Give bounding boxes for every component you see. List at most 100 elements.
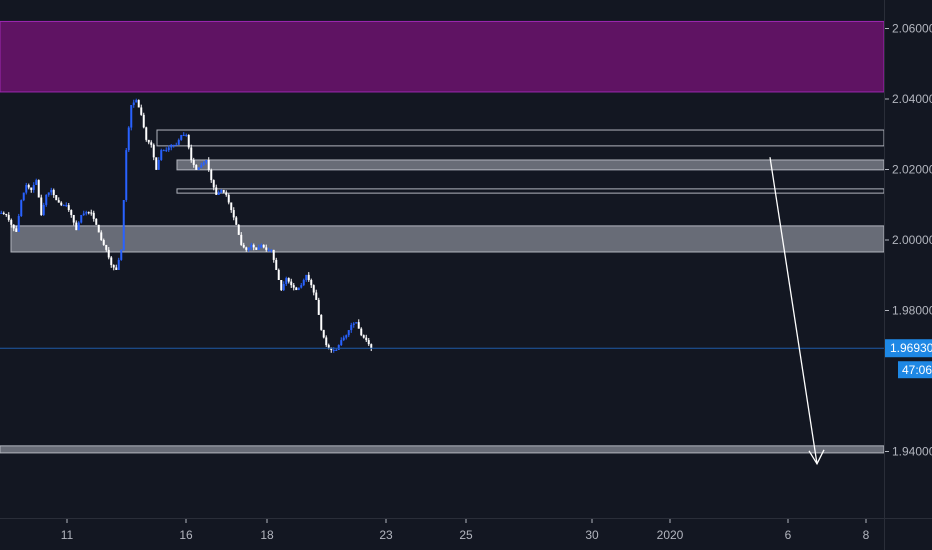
candle-body	[135, 100, 138, 103]
candle-body	[82, 213, 85, 215]
candle-body	[145, 127, 148, 140]
zone-filled	[0, 445, 885, 454]
candle-body	[327, 345, 330, 348]
candle-body	[92, 212, 95, 219]
candle-body	[42, 204, 45, 215]
countdown-text: 47:06	[902, 363, 932, 377]
candle-body	[120, 249, 123, 260]
candle-body	[177, 139, 180, 145]
candle-body	[280, 280, 283, 291]
y-tick-label: 1.98000	[892, 304, 932, 318]
candle-body	[157, 159, 160, 170]
zone-outline-thin	[176, 188, 885, 194]
candle-body	[122, 199, 125, 250]
candle-body	[310, 280, 313, 286]
candle-body	[185, 134, 188, 136]
candle-body	[307, 274, 310, 281]
candle-body	[40, 197, 43, 215]
candle-body	[165, 150, 168, 152]
candle-body	[195, 164, 198, 170]
arrow-head-icon	[808, 449, 825, 466]
candle-body	[347, 330, 350, 336]
candle-body	[147, 139, 150, 143]
candle-body	[140, 107, 143, 115]
candle-body	[237, 224, 240, 235]
candle-body	[130, 104, 133, 128]
projection-arrow[interactable]	[769, 157, 825, 466]
candle-body	[65, 205, 68, 207]
candle-body	[162, 150, 165, 152]
y-tick-label: 2.02000	[892, 163, 932, 177]
candle-body	[150, 142, 153, 145]
candle-body	[350, 324, 353, 331]
x-tick-label: 25	[459, 528, 473, 542]
candle-body	[117, 259, 120, 270]
candle-body	[197, 167, 200, 170]
x-tick-label: 16	[179, 528, 193, 542]
candle-body	[360, 328, 363, 336]
candle-body	[72, 214, 75, 223]
candle-body	[55, 195, 58, 201]
y-tick-label: 2.00000	[892, 233, 932, 247]
candle-body	[320, 314, 323, 330]
candle-body	[52, 189, 55, 196]
zone-filled	[176, 159, 885, 171]
candle-body	[312, 285, 315, 293]
candle-body	[30, 187, 33, 190]
candle-body	[357, 322, 360, 329]
candle-body	[60, 202, 63, 206]
candle-body	[62, 205, 65, 207]
last-price-text: 1.96930	[890, 341, 932, 355]
candle-body	[242, 244, 245, 248]
x-tick-label: 2020	[657, 528, 684, 542]
candle-body	[7, 214, 10, 220]
candle-body	[232, 210, 235, 218]
candle-body	[365, 337, 368, 341]
zones-layer	[0, 20, 885, 454]
candle-body	[5, 213, 8, 215]
candle-body	[340, 340, 343, 346]
candle-body	[20, 200, 23, 217]
candle-body	[257, 247, 260, 250]
candle-body	[200, 164, 203, 168]
candle-body	[282, 284, 285, 291]
candle-body	[137, 100, 140, 108]
candle-body	[362, 335, 365, 338]
candle-body	[172, 144, 175, 146]
candle-body	[57, 200, 60, 203]
x-tick-label: 11	[61, 528, 74, 542]
candle-body	[287, 278, 290, 282]
candle-body	[285, 278, 288, 285]
candle-body	[102, 240, 105, 245]
candle-body	[292, 285, 295, 288]
candle-body	[87, 212, 90, 214]
candle-body	[267, 249, 270, 251]
candle-body	[190, 147, 193, 160]
candle-body	[15, 228, 18, 232]
candle-body	[142, 114, 145, 128]
candle-body	[342, 337, 345, 341]
candle-body	[255, 247, 258, 250]
y-axis[interactable]: 2.06000 2.04000 2.02000 2.00000 1.98000 1.940…	[885, 22, 932, 459]
candle-body	[355, 322, 358, 324]
candle-body	[192, 159, 195, 165]
last-price-label: 1.96930 47:06	[885, 339, 932, 379]
x-axis[interactable]: 11 16 18 23 25 30 2020 6 8	[61, 519, 870, 542]
candle-body	[370, 344, 373, 349]
candle-body	[220, 189, 223, 193]
candle-body	[115, 267, 118, 270]
candle-body	[272, 249, 275, 260]
zone-supply	[0, 20, 885, 93]
candle-body	[35, 180, 38, 186]
candle-body	[27, 185, 30, 188]
candle-body	[132, 102, 135, 105]
candle-body	[277, 269, 280, 281]
candle-body	[207, 159, 210, 171]
candle-body	[245, 247, 248, 250]
arrow-line	[769, 157, 818, 464]
candle-body	[202, 162, 205, 165]
candle-body	[317, 299, 320, 315]
candle-body	[22, 192, 25, 201]
candle-body	[332, 349, 335, 351]
